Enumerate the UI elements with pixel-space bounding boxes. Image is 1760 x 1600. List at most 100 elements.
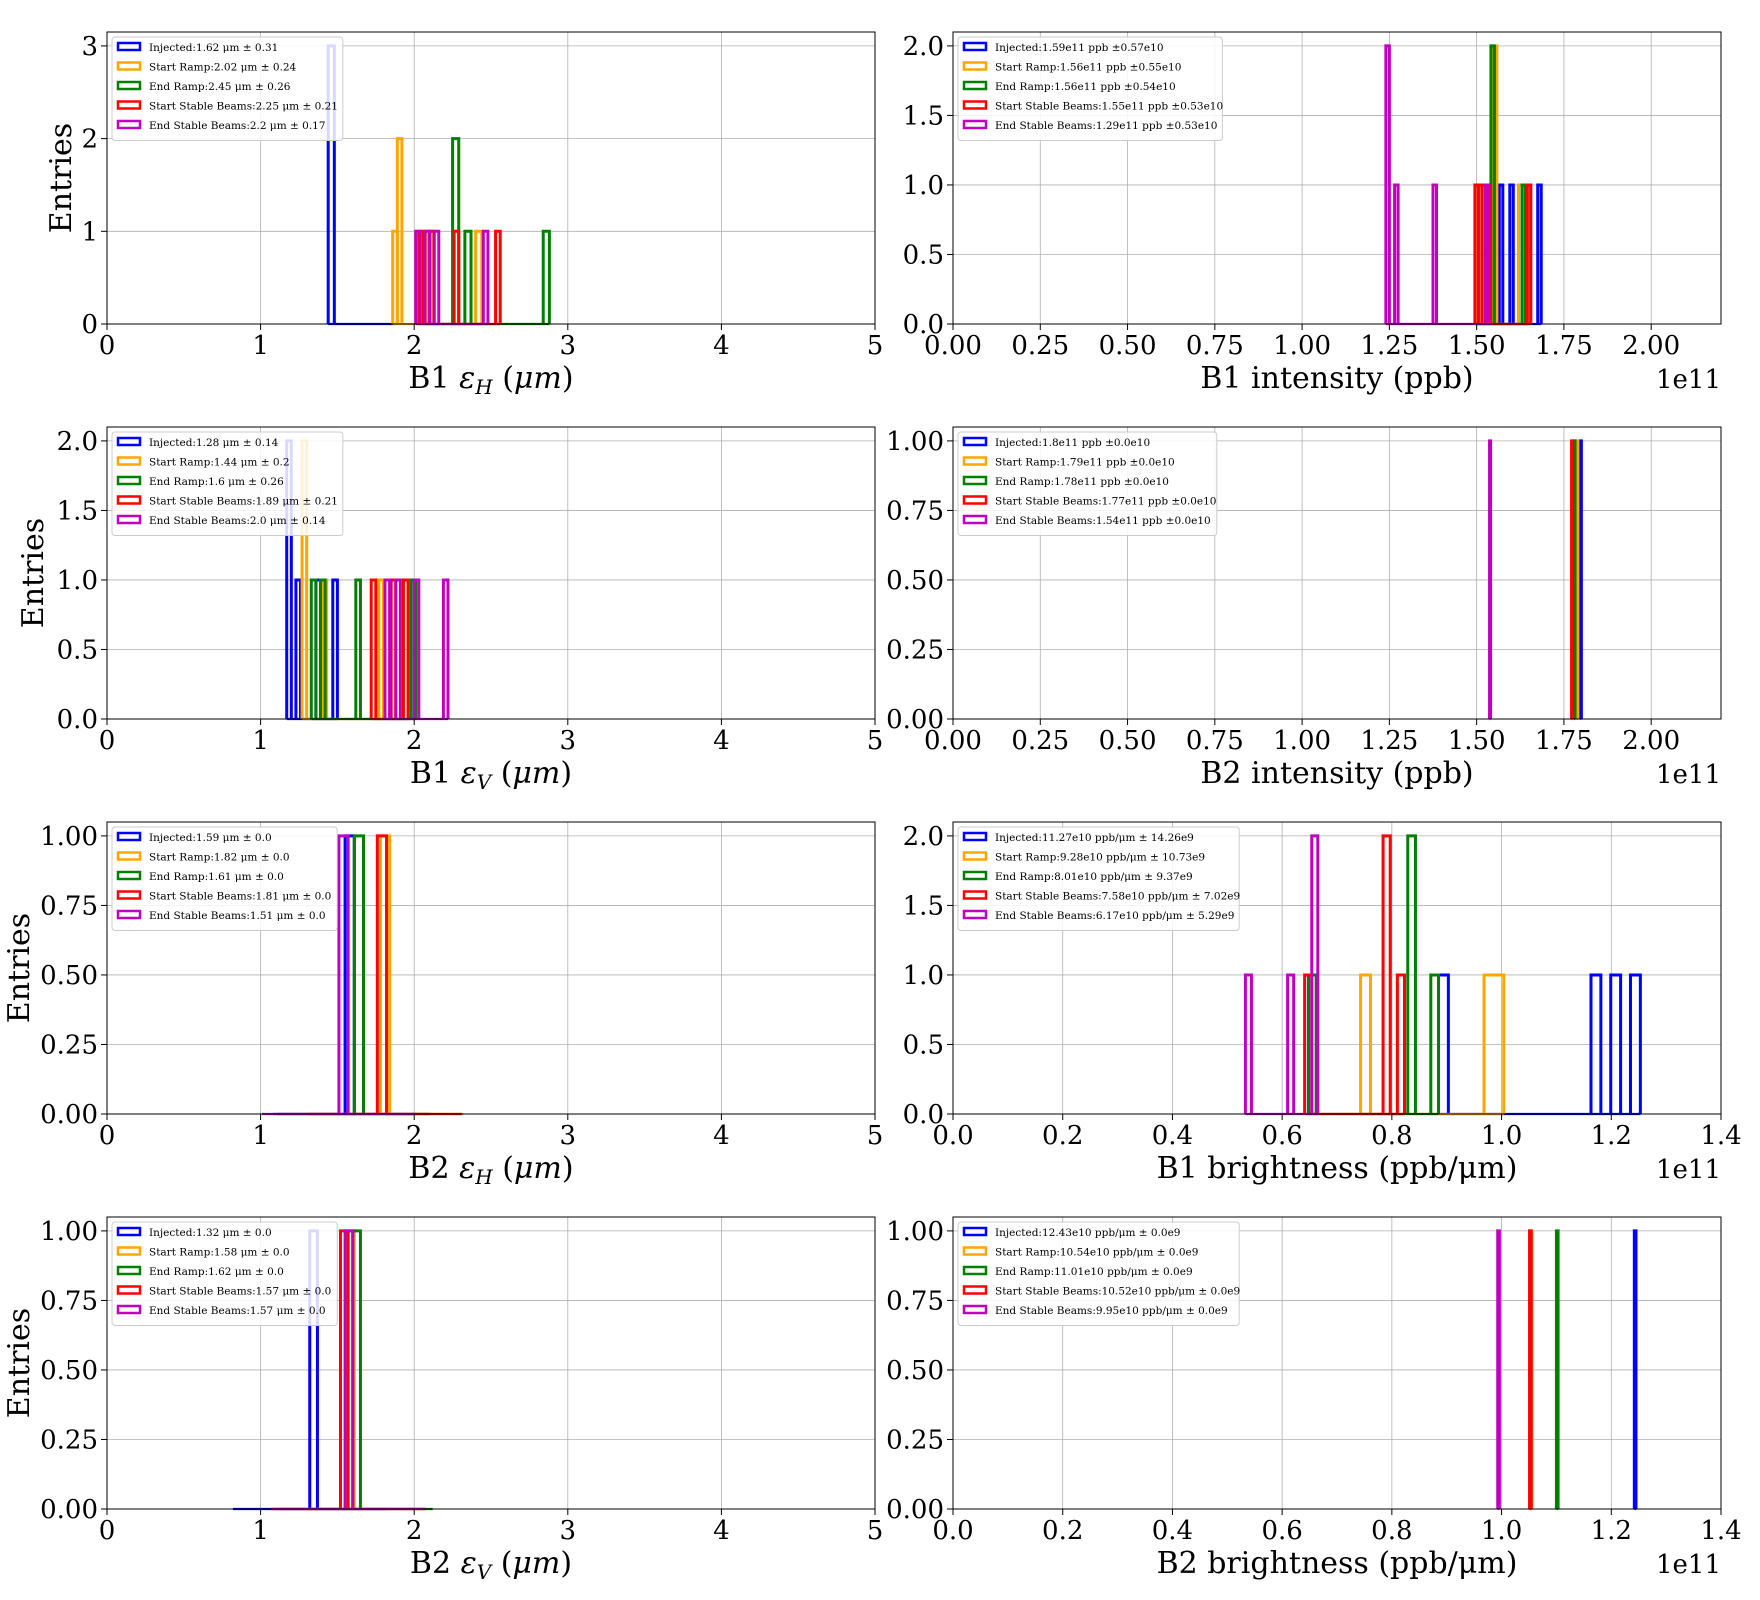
y-tick-label: 0.50 bbox=[40, 961, 98, 991]
x-tick-label: 4 bbox=[713, 726, 730, 756]
x-tick-label: 1.0 bbox=[1481, 1516, 1522, 1546]
plot-frame bbox=[952, 426, 1722, 720]
legend-swatch bbox=[962, 100, 988, 110]
histogram-bar bbox=[395, 137, 404, 324]
legend-box bbox=[111, 1221, 338, 1326]
legend-box bbox=[957, 431, 1218, 536]
legend-swatch bbox=[116, 100, 142, 110]
legend-swatch bbox=[962, 851, 988, 861]
legend-entry: End Ramp:1.56e11 ppb ±0.54e10 bbox=[995, 81, 1176, 93]
histogram-bar bbox=[1497, 183, 1505, 324]
y-tick-label: 3 bbox=[81, 32, 98, 62]
legend-swatch bbox=[116, 1246, 142, 1256]
histogram-bar bbox=[1572, 439, 1577, 719]
legend-entry: End Ramp:1.78e11 ppb ±0.0e10 bbox=[995, 476, 1169, 488]
legend-swatch bbox=[962, 909, 988, 920]
y-tick-label: 0.00 bbox=[886, 705, 944, 735]
y-tick-label: 0.25 bbox=[886, 635, 944, 665]
legend-swatch bbox=[116, 1265, 142, 1276]
x-tick-label: 3 bbox=[560, 331, 577, 361]
legend-entry: Start Ramp:1.44 μm ± 0.2 bbox=[149, 457, 290, 469]
x-tick-label: 2 bbox=[406, 331, 423, 361]
legend-swatch bbox=[116, 41, 142, 52]
legend-swatch bbox=[962, 514, 988, 525]
x-tick-label: 0.8 bbox=[1371, 1121, 1412, 1151]
legend-swatch bbox=[116, 80, 142, 91]
legend-swatch bbox=[116, 851, 142, 861]
legend-entry: Start Ramp:1.82 μm ± 0.0 bbox=[149, 852, 290, 864]
y-tick-label: 1.5 bbox=[903, 891, 944, 921]
legend-swatch bbox=[116, 890, 142, 900]
legend-swatch bbox=[962, 1246, 988, 1256]
legend-swatch bbox=[962, 436, 988, 447]
legend-entry: Start Ramp:2.02 μm ± 0.24 bbox=[149, 62, 297, 74]
legend-entry: End Stable Beams:2.2 μm ± 0.17 bbox=[149, 120, 326, 132]
legend-entry: Start Stable Beams:1.55e11 ppb ±0.53e10 bbox=[995, 101, 1223, 113]
x-tick-label: 2 bbox=[406, 726, 423, 756]
histogram-bar bbox=[352, 834, 366, 1114]
legend-entry: Start Stable Beams:10.52e10 ppb/μm ± 0.0… bbox=[995, 1286, 1240, 1298]
x-tick-label: 1.25 bbox=[1360, 726, 1418, 756]
legend-entry: Injected:1.8e11 ppb ±0.0e10 bbox=[995, 437, 1150, 449]
x-tick-label: 5 bbox=[867, 726, 884, 756]
x-tick-label: 1.50 bbox=[1448, 726, 1506, 756]
histogram-bar bbox=[1310, 834, 1320, 1114]
y-tick-label: 1.5 bbox=[57, 496, 98, 526]
legend-entry: End Stable Beams:9.95e10 ppb/μm ± 0.0e9 bbox=[995, 1305, 1228, 1317]
x-tick-label: 0.2 bbox=[1042, 1516, 1083, 1546]
y-axis-label: Entries bbox=[44, 123, 79, 233]
x-tick-label: 0.25 bbox=[1011, 331, 1069, 361]
series-start-ramp bbox=[1575, 439, 1580, 721]
x-tick-label: 0 bbox=[99, 1121, 116, 1151]
legend-entry: Injected:12.43e10 ppb/μm ± 0.0e9 bbox=[995, 1227, 1180, 1239]
y-tick-label: 0.75 bbox=[886, 496, 944, 526]
y-tick-label: 1.00 bbox=[40, 1217, 98, 1247]
x-tick-label: 1 bbox=[252, 1516, 269, 1546]
series-end-stable-beams bbox=[1488, 439, 1493, 721]
y-axis-label: Entries bbox=[2, 1308, 37, 1418]
x-tick-label: 1.4 bbox=[1700, 1516, 1741, 1546]
x-axis-label: B2 brightness (ppb/μm) bbox=[1157, 1546, 1518, 1581]
legend-swatch bbox=[962, 495, 988, 505]
histogram-bar bbox=[463, 229, 473, 324]
y-tick-label: 0.5 bbox=[903, 1030, 944, 1060]
legend-swatch bbox=[116, 475, 142, 486]
histogram-bar bbox=[1536, 183, 1543, 324]
legend-entry: End Ramp:11.01e10 ppb/μm ± 0.0e9 bbox=[995, 1266, 1193, 1278]
histogram-bar bbox=[369, 578, 378, 719]
x-tick-label: 1 bbox=[252, 726, 269, 756]
subplot-2: 0.00 0.25 0.50 0.75 1.00 1.25 1.50 1.75 2.00 0.0 0… bbox=[903, 31, 1722, 396]
y-tick-label: 1.00 bbox=[40, 822, 98, 852]
y-tick-label: 0 bbox=[81, 310, 98, 340]
y-tick-label: 1.0 bbox=[57, 566, 98, 596]
subplot-5: 0 1 2 3 4 5 0.00 0.25 0.50 0.75 1.00 B2 εH (μm) Entr… bbox=[2, 821, 883, 1189]
histogram-bar bbox=[294, 578, 303, 719]
plot-frame bbox=[106, 426, 876, 720]
legend-entry: Start Stable Beams:1.57 μm ± 0.0 bbox=[149, 1286, 331, 1298]
series-start-stable-beams bbox=[1528, 1229, 1533, 1511]
y-tick-label: 0.75 bbox=[40, 891, 98, 921]
y-tick-label: 0.00 bbox=[40, 1100, 98, 1130]
x-tick-label: 1.2 bbox=[1591, 1516, 1632, 1546]
histogram-bar bbox=[541, 229, 551, 324]
legend-entry: Start Ramp:1.58 μm ± 0.0 bbox=[149, 1247, 290, 1259]
legend: Injected:1.28 μm ± 0.14 Start Ramp:1.44 μ… bbox=[111, 431, 344, 536]
x-tick-label: 0.0 bbox=[932, 1121, 973, 1151]
histogram-bar bbox=[319, 578, 327, 719]
legend-entry: End Ramp:8.01e10 ppb/μm ± 9.37e9 bbox=[995, 871, 1193, 883]
histogram-bar bbox=[481, 229, 490, 324]
legend: Injected:12.43e10 ppb/μm ± 0.0e9 Start Ra… bbox=[957, 1221, 1240, 1326]
y-tick-label: 0.0 bbox=[57, 705, 98, 735]
y-tick-label: 2.0 bbox=[57, 427, 98, 457]
subplot-8: 0.0 0.2 0.4 0.6 0.8 1.0 1.2 1.4 0.00 0.25 0.50 0.75… bbox=[886, 1216, 1742, 1581]
y-axis-label: Entries bbox=[16, 518, 51, 628]
legend-swatch bbox=[116, 119, 142, 130]
x-tick-label: 1 bbox=[252, 1121, 269, 1151]
legend-entry: End Ramp:1.6 μm ± 0.26 bbox=[149, 476, 284, 488]
x-tick-label: 2 bbox=[406, 1516, 423, 1546]
histogram-bar bbox=[1406, 834, 1417, 1114]
legend: Injected:1.8e11 ppb ±0.0e10 Start Ramp:1.… bbox=[957, 431, 1218, 536]
subplot-4: 0.00 0.25 0.50 0.75 1.00 1.25 1.50 1.75 2.00 0.00… bbox=[886, 426, 1722, 791]
x-tick-label: 0.6 bbox=[1261, 1121, 1302, 1151]
